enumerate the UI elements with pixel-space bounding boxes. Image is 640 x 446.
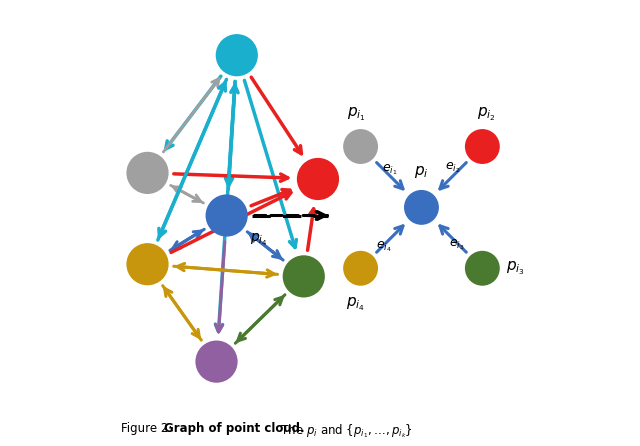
Text: $\boldsymbol{e_{i_2}}$: $\boldsymbol{e_{i_2}}$ — [445, 161, 461, 175]
Ellipse shape — [283, 255, 325, 297]
Text: $\boldsymbol{e_{i_1}}$: $\boldsymbol{e_{i_1}}$ — [382, 162, 397, 177]
Ellipse shape — [465, 251, 500, 286]
Ellipse shape — [404, 190, 439, 225]
Ellipse shape — [127, 152, 168, 194]
Ellipse shape — [216, 34, 258, 76]
Ellipse shape — [205, 194, 248, 237]
Ellipse shape — [465, 129, 500, 164]
Text: $\boldsymbol{p_{i_3}}$: $\boldsymbol{p_{i_3}}$ — [506, 260, 525, 277]
Ellipse shape — [127, 243, 168, 285]
Text: $\boldsymbol{p_{i_1}}$: $\boldsymbol{p_{i_1}}$ — [347, 105, 366, 123]
Text: Figure 2:: Figure 2: — [121, 422, 176, 435]
Text: $\boldsymbol{p_{i_4}}$: $\boldsymbol{p_{i_4}}$ — [250, 232, 268, 248]
Text: The $p_i$ and $\{p_{i_1}, \ldots, p_{i_k}\}$: The $p_i$ and $\{p_{i_1}, \ldots, p_{i_k… — [277, 422, 413, 440]
Ellipse shape — [343, 251, 378, 286]
Ellipse shape — [343, 129, 378, 164]
Text: $\boldsymbol{e_{i_4}}$: $\boldsymbol{e_{i_4}}$ — [376, 240, 392, 254]
Text: Graph of point cloud.: Graph of point cloud. — [164, 422, 305, 435]
Text: $\boldsymbol{p_{i_2}}$: $\boldsymbol{p_{i_2}}$ — [477, 105, 496, 123]
Text: $\boldsymbol{p_i}$: $\boldsymbol{p_i}$ — [414, 164, 429, 180]
Ellipse shape — [195, 340, 237, 383]
Ellipse shape — [297, 158, 339, 200]
Text: $\boldsymbol{p_{i_4}}$: $\boldsymbol{p_{i_4}}$ — [346, 296, 365, 314]
Text: $\boldsymbol{e_{i_3}}$: $\boldsymbol{e_{i_3}}$ — [449, 238, 465, 252]
